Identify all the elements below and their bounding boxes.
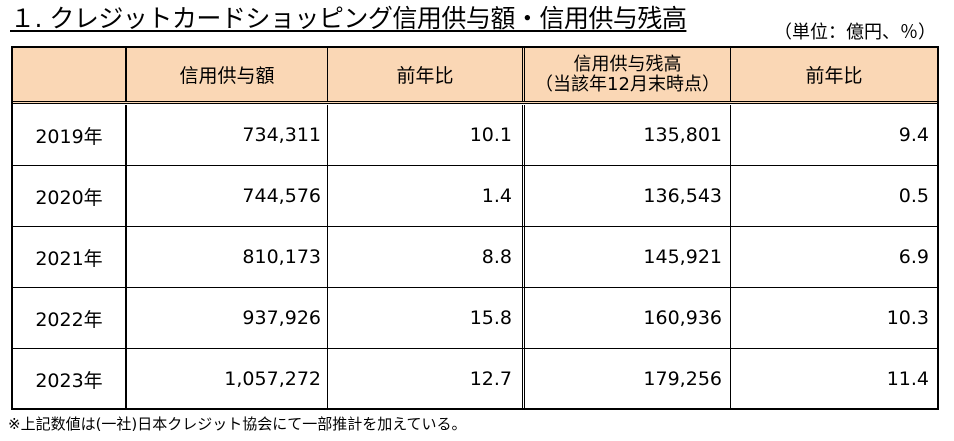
cell-balance-yoy: 9.4	[898, 124, 929, 146]
cell-amount-yoy: 12.7	[328, 349, 525, 409]
cell-credit-amount: 937,926	[127, 288, 328, 348]
cell-balance-yoy: 10.3	[886, 307, 929, 329]
table-row: 2019年 734,311 10.1 135,801 9.4	[13, 105, 937, 166]
cell-amount-yoy: 10.1	[328, 105, 525, 165]
header-amount-yoy: 前年比	[328, 48, 525, 101]
cell-year: 2021年	[13, 227, 127, 287]
cell-amount-yoy: 8.8	[328, 227, 525, 287]
cell-amount-yoy: 15.8	[328, 288, 525, 348]
cell-year: 2020年	[13, 166, 127, 226]
cell-balance-yoy: 6.9	[898, 246, 929, 268]
cell-balance-yoy: 11.4	[886, 368, 929, 390]
cell-balance: 136,543	[525, 166, 731, 226]
page-title: １. クレジットカードショッピング信用供与額・信用供与残高	[10, 4, 687, 33]
table-header-row: 信用供与額 前年比 信用供与残高 （当該年12月末時点） 前年比	[13, 48, 937, 104]
cell-balance-yoy: 0.5	[898, 185, 929, 207]
cell-credit-amount: 734,311	[127, 105, 328, 165]
table-row: 2023年 1,057,272 12.7 179,256 11.4	[13, 349, 937, 409]
cell-year: 2019年	[13, 105, 127, 165]
cell-balance: 179,256	[525, 349, 731, 409]
cell-year: 2022年	[13, 288, 127, 348]
cell-balance: 135,801	[525, 105, 731, 165]
cell-year: 2023年	[13, 349, 127, 409]
header-balance-yoy: 前年比	[805, 65, 863, 87]
footnote: ※上記数値は(一社)日本クレジット協会にて一部推計を加えている。	[8, 415, 467, 433]
cell-credit-amount: 744,576	[127, 166, 328, 226]
header-balance-line2: （当該年12月末時点）	[535, 73, 720, 95]
header-balance: 信用供与残高 （当該年12月末時点）	[525, 48, 731, 101]
cell-balance: 160,936	[525, 288, 731, 348]
table-row: 2022年 937,926 15.8 160,936 10.3	[13, 288, 937, 349]
unit-note: （単位：億円、％）	[774, 22, 936, 43]
cell-credit-amount: 1,057,272	[127, 349, 328, 409]
cell-balance: 145,921	[525, 227, 731, 287]
header-credit-amount: 信用供与額	[127, 48, 328, 101]
header-balance-line1: 信用供与残高	[573, 53, 682, 75]
table-row: 2021年 810,173 8.8 145,921 6.9	[13, 227, 937, 288]
header-year	[13, 48, 127, 101]
cell-credit-amount: 810,173	[127, 227, 328, 287]
credit-table: 信用供与額 前年比 信用供与残高 （当該年12月末時点） 前年比 2019年 7…	[11, 46, 939, 410]
table-row: 2020年 744,576 1.4 136,543 0.5	[13, 166, 937, 227]
cell-amount-yoy: 1.4	[328, 166, 525, 226]
